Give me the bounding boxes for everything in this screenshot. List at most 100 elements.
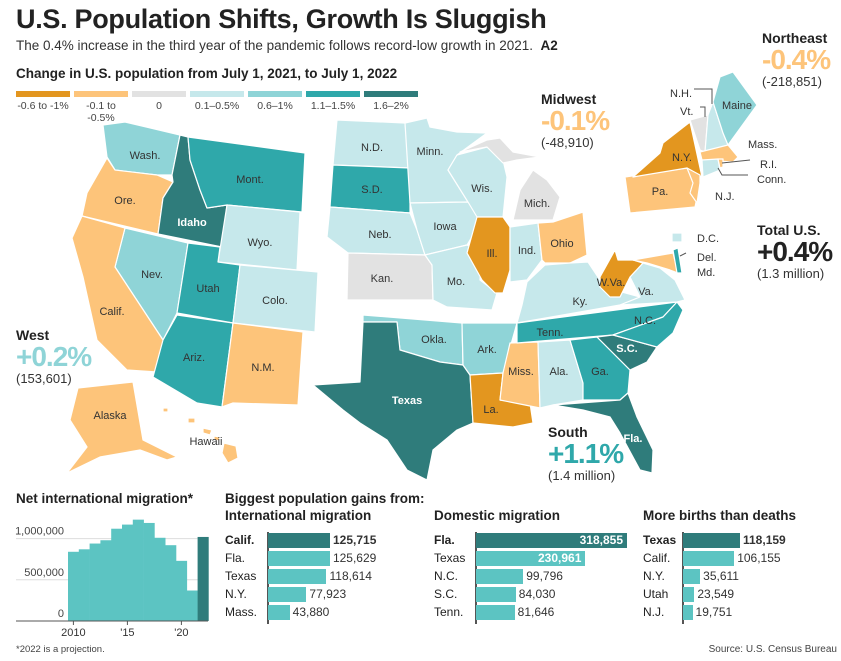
bar-value: 84,030	[518, 587, 556, 601]
state-label: Mass.	[748, 139, 777, 151]
state-label: Wyo.	[248, 237, 273, 249]
bar-row: N.Y. 77,923	[225, 586, 390, 603]
bar-2021	[186, 590, 198, 621]
state-wash	[102, 121, 181, 176]
gains-heading: Biggest population gains from:	[225, 491, 425, 506]
bar-value: 125,715	[333, 533, 377, 547]
legend-swatch	[364, 91, 418, 97]
state-s-c	[596, 334, 658, 371]
y-tick-label: 1,000,000	[15, 526, 64, 538]
state-wis	[447, 146, 508, 218]
legend-label: 0.6–1%	[257, 100, 293, 112]
state-w-va	[599, 249, 644, 298]
bar-2017	[143, 522, 155, 621]
state-label: Alaska	[93, 410, 127, 422]
leader-line	[721, 159, 751, 164]
bar-2020	[176, 560, 188, 621]
bar	[476, 533, 627, 548]
region-count: (-48,910)	[541, 135, 594, 150]
subtitle: The 0.4% increase in the third year of t…	[16, 38, 558, 53]
bar	[268, 587, 307, 602]
bar	[683, 533, 740, 548]
state-label: Maine	[722, 100, 752, 112]
state-label: Neb.	[368, 229, 391, 241]
leader-line	[679, 252, 687, 257]
region-change: -0.4%	[762, 44, 831, 75]
states	[66, 71, 758, 481]
region-name: West	[16, 327, 50, 343]
legend-item: 1.6–2%	[364, 91, 418, 124]
state-ohio	[537, 211, 588, 264]
region-count: (153,601)	[16, 371, 72, 386]
legend-label: 0.1–0.5%	[194, 100, 240, 112]
bar-row: Tenn. 81,646	[434, 604, 687, 621]
state-label: Del.	[697, 252, 717, 264]
x-tick-label: 2010	[61, 627, 85, 639]
bar-row: S.C. 84,030	[434, 586, 687, 603]
legend-swatch	[132, 91, 186, 97]
state-label: Nev.	[141, 269, 163, 281]
bar-value: 118,614	[329, 569, 372, 583]
state-md	[632, 252, 679, 274]
state-label: S.C.	[616, 343, 637, 355]
bar-value: 77,923	[309, 587, 347, 601]
intl-chart-title: Net international migration*	[16, 491, 194, 506]
bar	[683, 569, 701, 584]
state-hawaii	[202, 427, 213, 436]
state-label: Ga.	[591, 366, 609, 378]
bar-value: 23,549	[697, 587, 735, 601]
state-label: Mich.	[524, 198, 550, 210]
legend-label: 1.6–2%	[373, 100, 409, 112]
state-alaska	[66, 381, 178, 474]
bar-row: Calif. 125,715	[225, 532, 390, 549]
bar-2011	[78, 549, 90, 621]
legend-item: 0	[132, 91, 186, 124]
bar-axis	[267, 532, 269, 624]
bar-value: 43,880	[292, 605, 330, 619]
state-label: Md.	[697, 267, 715, 279]
bar-category: Tenn.	[434, 605, 464, 619]
region-name: South	[548, 424, 588, 440]
state-label: Conn.	[757, 174, 786, 186]
bar-category: Texas	[434, 551, 466, 565]
bar-category: Calif.	[225, 533, 255, 547]
state-label: Colo.	[262, 295, 288, 307]
state-texas	[312, 321, 474, 481]
region-northeast: Northeast -0.4% (-218,851)	[762, 30, 831, 89]
state-label: Iowa	[433, 221, 457, 233]
region-name: Northeast	[762, 30, 828, 46]
bar-value: 118,159	[743, 533, 786, 547]
bar-value: 318,855	[579, 533, 623, 547]
bar-value: 99,796	[526, 569, 563, 583]
state-label: N.Y.	[672, 152, 692, 164]
state-label: Ark.	[477, 344, 497, 356]
state-label: Ohio	[550, 238, 573, 250]
us-map: Wash. Ore. Idaho Mont. Wyo. Nev. Calif. Utah Col…	[66, 71, 786, 481]
state-hawaii	[221, 442, 239, 464]
state-label: Wis.	[471, 183, 492, 195]
bar	[683, 551, 735, 566]
region-count: (1.3 million)	[757, 266, 825, 281]
bar-axis	[475, 532, 477, 624]
bar-value: 19,751	[695, 605, 733, 619]
y-tick-label: 0	[58, 608, 64, 620]
state-hawaii	[213, 435, 221, 442]
state-colo	[232, 264, 319, 333]
legend-swatch	[16, 91, 70, 97]
page-title: U.S. Population Shifts, Growth Is Sluggi…	[16, 4, 547, 34]
state-label: Miss.	[508, 366, 534, 378]
y-tick-label: 500,000	[24, 567, 64, 579]
state-label: Vt.	[680, 106, 693, 118]
legend-swatch	[74, 91, 128, 97]
bar	[476, 587, 516, 602]
leader-line	[700, 106, 706, 117]
state-label: R.I.	[760, 159, 777, 171]
bar-category: N.Y.	[643, 569, 665, 583]
bar-2022	[197, 536, 209, 621]
bar-2019	[165, 545, 177, 621]
map-legend: -0.6 to -1% -0.1 to -0.5% 0 0.1–0.5% 0.6–1% 1…	[16, 91, 418, 124]
state-label: Ore.	[114, 195, 135, 207]
state-label: N.D.	[361, 142, 383, 154]
region-count: (-218,851)	[762, 74, 822, 89]
